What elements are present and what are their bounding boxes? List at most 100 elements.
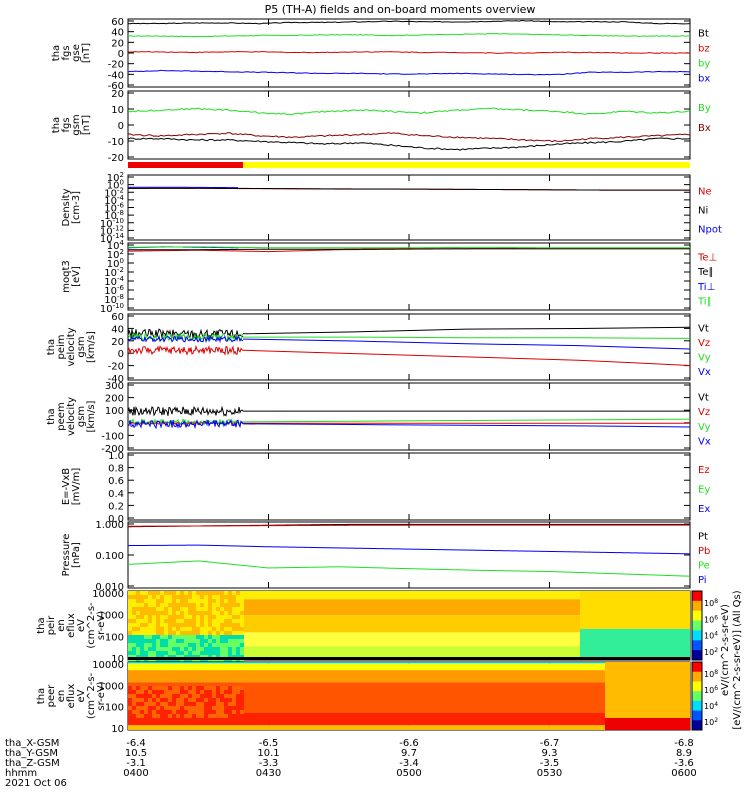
spectro-cell: [128, 595, 132, 599]
spectro-cell: [208, 611, 212, 615]
plot-title: P5 (TH-A) fields and on-board moments ov…: [265, 3, 536, 16]
spectro-cell: [172, 639, 176, 643]
spectro-cell: [240, 647, 244, 651]
spectro-cell: [236, 635, 240, 639]
spectro-cell: [152, 694, 156, 698]
spectro-cell: [236, 702, 240, 706]
y-axis-label: [eV]: [71, 266, 82, 287]
spectro-cell: [228, 591, 232, 595]
spectro-cell: [164, 595, 168, 599]
y-tick-label: 0.2: [108, 501, 124, 512]
spectro-cell: [236, 619, 240, 623]
y-axis-label: fgs: [61, 45, 72, 60]
spectro-cell: [160, 603, 164, 607]
spectro-cell: [220, 603, 224, 607]
spectro-cell: [164, 615, 168, 619]
spectro-cell: [160, 643, 164, 647]
spectro-cell: [184, 647, 188, 651]
spectro-cell: [216, 619, 220, 623]
y-axis-label: sr-eV): [96, 681, 107, 710]
spectro-cell: [216, 659, 220, 663]
spectro-cell: [208, 607, 212, 611]
spectro-cell: [224, 599, 228, 603]
spectro-cell: [132, 591, 136, 595]
panel-10: tha peer en eflux eV (cm^2-s-sr-eV) 10000 1000 1…: [36, 660, 691, 735]
spectro-cell: [140, 643, 144, 647]
spectro-cell: [160, 631, 164, 635]
spectro-cell: [128, 651, 132, 655]
footer-x-gsm: -6.8: [674, 738, 694, 749]
spectro-cell: [220, 627, 224, 631]
legend-green: Vy: [698, 422, 711, 433]
spectro-cell: [176, 635, 180, 639]
spectro-cell: [152, 631, 156, 635]
spectro-cell: [168, 698, 172, 702]
spectro-cell: [144, 603, 148, 607]
spectro-cell: [220, 702, 224, 706]
spectro-cell: [188, 647, 192, 651]
spectro-cell: [236, 607, 240, 611]
y-axis-label: gsm: [76, 406, 87, 427]
spectro-cell: [196, 706, 200, 710]
spectro-cell: [196, 694, 200, 698]
spectro-cell: [132, 611, 136, 615]
spectro-cell: [240, 635, 244, 639]
spectro-cell: [172, 690, 176, 694]
spectro-cell: [148, 698, 152, 702]
spectro-cell: [208, 599, 212, 603]
spectro-cell: [168, 643, 172, 647]
footer-z-gsm: -3.4: [399, 758, 419, 769]
spectro-cell: [172, 647, 176, 651]
y-axis-label: peem: [56, 402, 67, 430]
spectro-cell: [212, 619, 216, 623]
spectro-cell: [236, 651, 240, 655]
colorbar-tick-label: 104: [704, 701, 718, 711]
spectro-cell: [168, 706, 172, 710]
footer-hhmm: 0430: [256, 768, 281, 779]
spectro-cell: [160, 651, 164, 655]
spectro-cell: [200, 591, 204, 595]
spectro-cell: [172, 607, 176, 611]
spectro-cell: [204, 623, 208, 627]
spectro-cell: [152, 698, 156, 702]
y-tick-label: 40: [111, 28, 124, 39]
legend-red: Ne: [698, 187, 712, 198]
spectro-cell: [140, 706, 144, 710]
spectro-cell: [220, 639, 224, 643]
spectro-cell: [216, 631, 220, 635]
spectro-band: [128, 663, 690, 671]
spectro-cell: [204, 611, 208, 615]
spectro-cell: [140, 631, 144, 635]
spectro-cell: [228, 659, 232, 663]
series-group: [128, 20, 690, 76]
spectro-cell: [220, 599, 224, 603]
spectro-cell: [132, 607, 136, 611]
spectro-cell: [200, 710, 204, 714]
spectro-cell: [128, 623, 132, 627]
spectro-cell: [224, 595, 228, 599]
spectro-cell: [176, 599, 180, 603]
spectro-cell: [228, 635, 232, 639]
spectro-cell: [168, 714, 172, 718]
spectro-cell: [140, 603, 144, 607]
spectro-cell: [204, 635, 208, 639]
spectro-cell: [212, 599, 216, 603]
spectro-cell: [228, 702, 232, 706]
spectro-cell: [184, 710, 188, 714]
spectro-cell: [196, 627, 200, 631]
spectro-cell: [224, 698, 228, 702]
spectro-cell: [192, 714, 196, 718]
spectro-cell: [136, 706, 140, 710]
spectro-cell: [200, 611, 204, 615]
spectro-cell: [148, 595, 152, 599]
spectro-band: [128, 713, 690, 726]
spectro-cell: [232, 591, 236, 595]
spectro-cell: [208, 702, 212, 706]
spectro-cell: [180, 635, 184, 639]
spectro-cell: [172, 627, 176, 631]
spectro-cell: [228, 627, 232, 631]
y-axis-label: en: [56, 690, 67, 703]
spectro-cell: [160, 607, 164, 611]
spectro-cell: [204, 659, 208, 663]
